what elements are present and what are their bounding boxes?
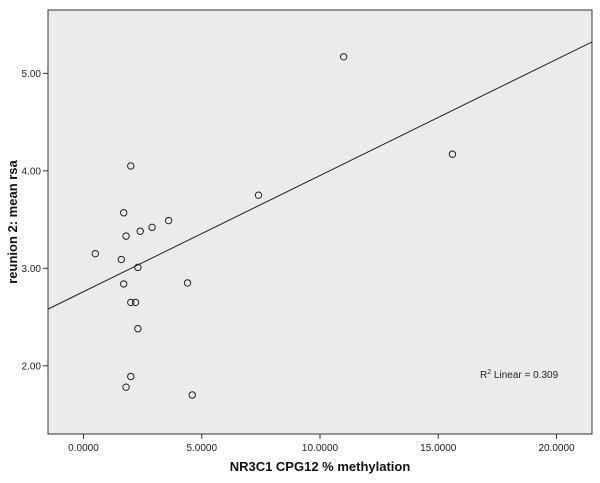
data-point [127, 162, 135, 170]
data-point [164, 216, 173, 225]
x-tick-label: 15.0000 [420, 443, 457, 454]
y-axis: 2.00 3.00 4.00 5.00 [22, 69, 48, 372]
r-squared-annotation: R2 Linear = 0.309 [480, 369, 559, 381]
y-tick-label: 4.00 [22, 166, 42, 177]
x-tick-label: 5.0000 [186, 443, 217, 454]
y-tick-label: 5.00 [22, 69, 42, 80]
x-axis: 0.0000 5.0000 10.0000 15.0000 20.0000 [68, 434, 575, 454]
x-axis-title: NR3C1 CPG12 % methylation [230, 459, 411, 474]
data-point [122, 232, 130, 240]
data-point [91, 249, 100, 258]
x-tick-label: 10.0000 [302, 443, 339, 454]
data-point [131, 298, 140, 307]
plot-area [47, 9, 593, 435]
data-point [122, 383, 130, 391]
y-tick-label: 3.00 [22, 264, 42, 275]
data-point [134, 325, 142, 333]
data-point [339, 53, 348, 61]
data-point [127, 372, 135, 381]
data-point [254, 191, 263, 199]
y-tick-label: 2.00 [22, 361, 42, 372]
data-point [183, 279, 192, 287]
data-point [188, 391, 196, 399]
x-tick-label: 0.0000 [68, 443, 99, 454]
data-point [148, 223, 156, 232]
data-point [119, 280, 128, 288]
y-axis-title: reunion 2: mean rsa [5, 159, 20, 283]
data-point [117, 255, 126, 264]
data-point [119, 209, 128, 217]
data-points [91, 53, 457, 399]
data-point [448, 150, 457, 158]
data-point [127, 298, 135, 307]
data-point [136, 227, 144, 235]
x-tick-label: 20.0000 [538, 443, 575, 454]
data-point [134, 263, 142, 272]
